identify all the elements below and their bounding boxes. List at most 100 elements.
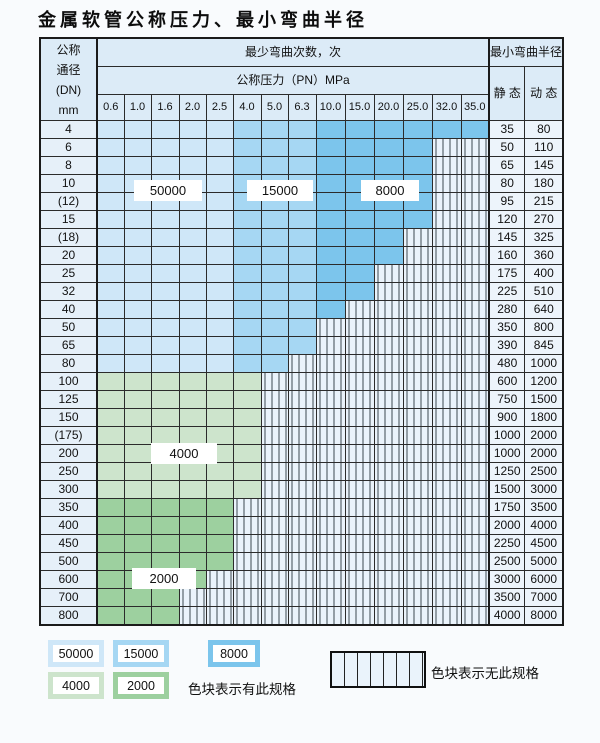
no-spec-cell xyxy=(260,462,289,481)
spec-cell xyxy=(123,480,152,499)
spec-cell xyxy=(232,480,262,499)
spec-cell xyxy=(96,138,125,157)
no-spec-cell xyxy=(287,354,317,373)
no-spec-cell xyxy=(431,192,462,211)
row-dn-label: (18) xyxy=(39,228,98,247)
no-spec-cell xyxy=(260,588,289,607)
dynamic-value: 1500 xyxy=(524,390,564,409)
spec-cell xyxy=(431,120,462,139)
legend-has-spec-label: 色块表示有此规格 xyxy=(188,682,296,697)
spec-cell xyxy=(205,282,234,301)
dynamic-value: 1000 xyxy=(524,354,564,373)
no-spec-cell xyxy=(315,354,346,373)
no-spec-cell xyxy=(205,570,234,589)
spec-cell xyxy=(373,210,404,229)
pressure-tick: 0.6 xyxy=(96,94,125,121)
spec-cell xyxy=(178,498,207,517)
spec-cell xyxy=(178,480,207,499)
row-dn-label: 350 xyxy=(39,498,98,517)
row-dn-label: 32 xyxy=(39,282,98,301)
no-spec-cell xyxy=(431,210,462,229)
no-spec-cell xyxy=(232,552,262,571)
spec-cell xyxy=(178,372,207,391)
spec-cell xyxy=(150,228,180,247)
no-spec-cell xyxy=(402,552,433,571)
no-spec-cell xyxy=(344,318,375,337)
spec-cell xyxy=(205,516,234,535)
row-dn-label: 800 xyxy=(39,606,98,626)
band-label-4000: 4000 xyxy=(151,443,217,464)
no-spec-cell xyxy=(260,534,289,553)
spec-cell xyxy=(232,390,262,409)
row-dn-label: 150 xyxy=(39,408,98,427)
no-spec-cell xyxy=(232,516,262,535)
no-spec-cell xyxy=(431,156,462,175)
band-label-50000: 50000 xyxy=(134,180,202,201)
dynamic-value: 360 xyxy=(524,246,564,265)
legend-no-spec-swatch xyxy=(330,651,426,688)
spec-cell xyxy=(96,264,125,283)
no-spec-cell xyxy=(402,588,433,607)
spec-cell xyxy=(287,300,317,319)
no-spec-cell xyxy=(260,552,289,571)
spec-cell xyxy=(150,210,180,229)
spec-cell xyxy=(373,120,404,139)
no-spec-cell xyxy=(287,606,317,626)
spec-cell xyxy=(96,534,125,553)
no-spec-cell xyxy=(287,462,317,481)
pressure-tick: 2.0 xyxy=(178,94,207,121)
no-spec-cell xyxy=(344,354,375,373)
spec-cell xyxy=(150,336,180,355)
row-dn-label: 40 xyxy=(39,300,98,319)
no-spec-cell xyxy=(402,282,433,301)
no-spec-cell xyxy=(402,516,433,535)
static-value: 35 xyxy=(488,120,526,139)
no-spec-cell xyxy=(460,462,490,481)
spec-cell xyxy=(373,228,404,247)
no-spec-cell xyxy=(315,318,346,337)
spec-cell xyxy=(150,462,180,481)
no-spec-cell xyxy=(373,480,404,499)
spec-cell xyxy=(178,516,207,535)
spec-cell xyxy=(260,156,289,175)
row-dn-label: 700 xyxy=(39,588,98,607)
spec-cell xyxy=(287,138,317,157)
spec-cell xyxy=(260,282,289,301)
spec-cell xyxy=(315,246,346,265)
no-spec-cell xyxy=(344,300,375,319)
dn-header-line: (DN) xyxy=(55,82,82,97)
spec-cell xyxy=(123,516,152,535)
no-spec-cell xyxy=(287,390,317,409)
spec-cell xyxy=(178,318,207,337)
pressure-tick: 6.3 xyxy=(287,94,317,121)
pressure-tick: 25.0 xyxy=(402,94,433,121)
spec-cell xyxy=(287,336,317,355)
no-spec-cell xyxy=(431,444,462,463)
bend-cycles-header: 最少弯曲次数，次 xyxy=(96,37,490,67)
spec-cell xyxy=(96,570,125,589)
spec-cell xyxy=(232,228,262,247)
no-spec-cell xyxy=(232,498,262,517)
no-spec-cell xyxy=(260,444,289,463)
no-spec-cell xyxy=(431,282,462,301)
spec-cell xyxy=(260,300,289,319)
spec-cell xyxy=(123,426,152,445)
table-row: 150 900 1800 xyxy=(39,408,564,427)
static-value: 1250 xyxy=(488,462,526,481)
spec-cell xyxy=(260,264,289,283)
dynamic-value: 325 xyxy=(524,228,564,247)
spec-cell xyxy=(287,228,317,247)
no-spec-cell xyxy=(460,300,490,319)
no-spec-cell xyxy=(431,354,462,373)
spec-cell xyxy=(205,390,234,409)
spec-cell xyxy=(232,318,262,337)
static-value: 350 xyxy=(488,318,526,337)
spec-cell xyxy=(232,354,262,373)
table-row: 6 50 110 xyxy=(39,138,564,157)
dynamic-value: 215 xyxy=(524,192,564,211)
spec-cell xyxy=(205,318,234,337)
spec-cell xyxy=(150,390,180,409)
spec-cell xyxy=(287,120,317,139)
row-dn-label: 450 xyxy=(39,534,98,553)
spec-cell xyxy=(96,426,125,445)
